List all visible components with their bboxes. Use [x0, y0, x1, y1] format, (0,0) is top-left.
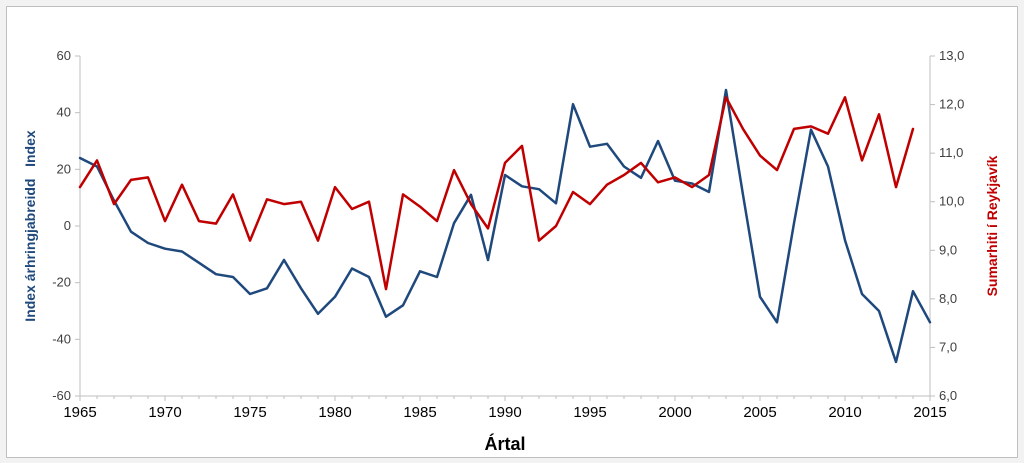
y-right-tick-label: 7,0: [939, 339, 957, 354]
y-left-tick-label: 0: [64, 218, 71, 233]
y-left-tick-label: -20: [52, 275, 71, 290]
y-right-tick-label: 6,0: [939, 388, 957, 403]
chart-svg: 1965 1970 1975 1980 1985 1990 1995 2000 2005 2010…: [22, 48, 1000, 454]
tick-labels: 1965 1970 1975 1980 1985 1990 1995 2000 2005 2010…: [52, 48, 964, 421]
x-tick-label: 2005: [743, 404, 776, 421]
x-tick-label: 1990: [488, 404, 521, 421]
series-line-sumarhiti: [78, 96, 915, 291]
y-right-tick-label: 11,0: [939, 145, 963, 160]
y-right-tick-label: 13,0: [939, 48, 964, 63]
series-lines: [78, 88, 932, 364]
y-left-tick-label: -60: [52, 388, 71, 403]
tick-marks: [75, 55, 935, 401]
x-tick-label: 1970: [148, 404, 181, 421]
y-left-tick-label: -40: [52, 331, 71, 346]
x-tick-label: 1975: [233, 404, 266, 421]
x-tick-label: 2015: [913, 404, 946, 421]
y-right-tick-label: 12,0: [939, 97, 964, 112]
y-axis-left-title: Index árhringjabreidd Index: [22, 130, 38, 322]
x-tick-label: 1995: [573, 404, 606, 421]
x-tick-label: 1980: [318, 404, 351, 421]
series-line-index: [78, 88, 932, 364]
y-axis-right-title: Sumarhiti í Reykjavík: [984, 155, 1000, 296]
x-axis-title: Ártal: [484, 433, 525, 454]
y-left-tick-label: 20: [57, 161, 71, 176]
y-right-tick-label: 9,0: [939, 242, 957, 257]
x-tick-label: 2000: [658, 404, 691, 421]
y-right-tick-label: 10,0: [939, 194, 964, 209]
x-tick-label: 1965: [63, 404, 96, 421]
x-tick-label: 2010: [828, 404, 861, 421]
y-left-tick-label: 60: [57, 48, 71, 63]
x-tick-label: 1985: [403, 404, 436, 421]
y-left-tick-label: 40: [57, 105, 71, 120]
y-right-tick-label: 8,0: [939, 291, 957, 306]
chart-container: 1965 1970 1975 1980 1985 1990 1995 2000 2005 2010…: [6, 6, 1018, 458]
